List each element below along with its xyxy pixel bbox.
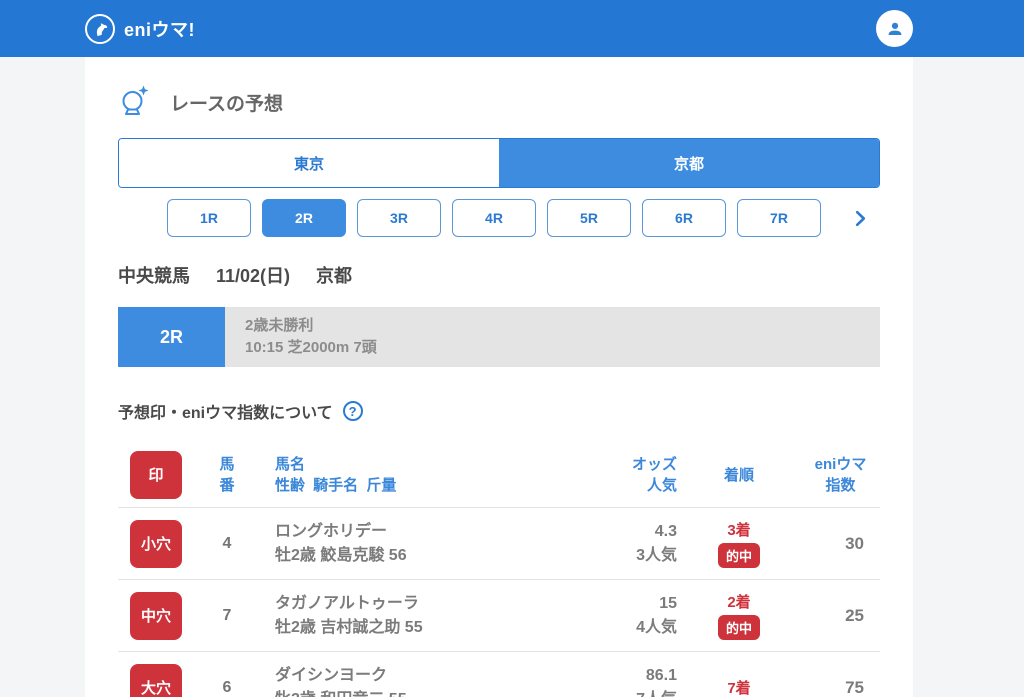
mark-badge: 大穴 [130, 663, 182, 697]
race-meta: 中央競馬 11/02(日) 京都 [118, 262, 880, 288]
page-title-row: レースの予想 [120, 85, 880, 119]
header-horse-number: 馬 番 [219, 456, 235, 494]
race-details: 10:15 芝2000m 7頭 [245, 339, 377, 356]
horse-detail: 牝2歳 和田竜二 55 [275, 688, 556, 697]
race-name: 2歳未勝利 [245, 317, 314, 334]
finish-position: 3着 [727, 522, 751, 539]
table-body: 小穴 4 ロングホリデー 牡2歳 鮫島克駿 56 4.3 3人気 3着 的中 3… [118, 507, 880, 697]
hit-badge: 的中 [717, 615, 760, 640]
header-horse-name: 馬名 性齢 騎手名 斤量 [275, 456, 397, 494]
table-row: 大穴 6 ダイシンヨーク 牝2歳 和田竜二 55 86.1 7人気 7着 75 [118, 651, 880, 697]
odds-value: 15 [659, 594, 677, 612]
race-tab-3R[interactable]: 3R [357, 199, 441, 237]
mark-badge: 小穴 [130, 519, 182, 568]
finish-position: 2着 [727, 594, 751, 611]
hit-badge: 的中 [717, 543, 760, 568]
popularity: 7人気 [556, 688, 677, 697]
race-info-bar: 2R 2歳未勝利 10:15 芝2000m 7頭 [118, 307, 880, 367]
brand-name: eniウマ! [124, 19, 196, 40]
meta-date: 11/02(日) [216, 266, 291, 286]
popularity: 4人気 [636, 618, 677, 636]
eniuma-index: 75 [845, 677, 864, 697]
horse-logo-icon [85, 13, 115, 44]
venue-tab-京都[interactable]: 京都 [499, 139, 879, 187]
race-tab-6R[interactable]: 6R [642, 199, 726, 237]
header-index: eniウマ 指数 [814, 456, 867, 494]
content-card: レースの予想 東京 京都 1R 2R 3R 4R 5R 6R 7R 中央競馬 1… [85, 57, 913, 697]
horse-detail: 牡2歳 吉村誠之助 55 [275, 618, 423, 636]
race-number-box: 2R [118, 307, 225, 367]
mark-header-badge: 印 [130, 451, 182, 499]
odds-value: 4.3 [654, 522, 677, 540]
venue-tabs: 東京 京都 [118, 138, 880, 188]
race-tab-1R[interactable]: 1R [167, 199, 251, 237]
race-tab-5R[interactable]: 5R [547, 199, 631, 237]
horse-name: ロングホリデー [275, 522, 388, 540]
race-tab-7R[interactable]: 7R [737, 199, 821, 237]
race-buttons: 1R 2R 3R 4R 5R 6R 7R [167, 199, 821, 237]
race-tabs: 1R 2R 3R 4R 5R 6R 7R [118, 199, 880, 237]
horse-name: ダイシンヨーク [275, 666, 388, 684]
person-icon [888, 22, 901, 35]
horse-number: 6 [222, 678, 232, 696]
brand-logo[interactable]: eniウマ! [85, 13, 196, 44]
help-icon[interactable]: ? [342, 401, 363, 421]
meta-venue: 京都 [316, 266, 353, 286]
eniuma-index: 30 [845, 533, 864, 553]
race-tab-2R[interactable]: 2R [262, 199, 346, 237]
table-row: 中穴 7 タガノアルトゥーラ 牡2歳 吉村誠之助 55 15 4人気 2着 的中… [118, 579, 880, 651]
crystal-ball-icon [120, 84, 150, 121]
chevron-right-icon[interactable] [855, 210, 866, 227]
table-row: 小穴 4 ロングホリデー 牡2歳 鮫島克駿 56 4.3 3人気 3着 的中 3… [118, 507, 880, 579]
meta-category: 中央競馬 [118, 266, 190, 286]
user-avatar-button[interactable] [876, 10, 913, 47]
popularity: 3人気 [636, 546, 677, 564]
app-header: eniウマ! [0, 0, 1024, 57]
mark-badge: 中穴 [130, 591, 182, 640]
about-row: 予想印・eniウマ指数について ? [118, 399, 880, 423]
finish-position: 7着 [727, 680, 751, 697]
horse-name: タガノアルトゥーラ [275, 594, 419, 612]
header-rank: 着順 [723, 466, 754, 484]
table-header-row: 印 馬 番 馬名 性齢 騎手名 斤量 オッズ 人気 着順 eniウマ 指数 [118, 443, 880, 507]
page-title-text: レースの予想 [170, 93, 284, 115]
horse-number: 4 [222, 534, 232, 552]
header-odds: オッズ 人気 [631, 456, 677, 494]
prediction-table: 印 馬 番 馬名 性齢 騎手名 斤量 オッズ 人気 着順 eniウマ 指数 小穴… [118, 443, 880, 697]
venue-tab-東京[interactable]: 東京 [119, 139, 499, 187]
horse-detail: 牡2歳 鮫島克駿 56 [275, 546, 407, 564]
race-tab-4R[interactable]: 4R [452, 199, 536, 237]
odds-value: 86.1 [645, 666, 677, 684]
race-description: 2歳未勝利 10:15 芝2000m 7頭 [225, 307, 880, 367]
eniuma-index: 25 [845, 605, 864, 625]
horse-number: 7 [222, 606, 232, 624]
about-label: 予想印・eniウマ指数について [118, 405, 333, 422]
